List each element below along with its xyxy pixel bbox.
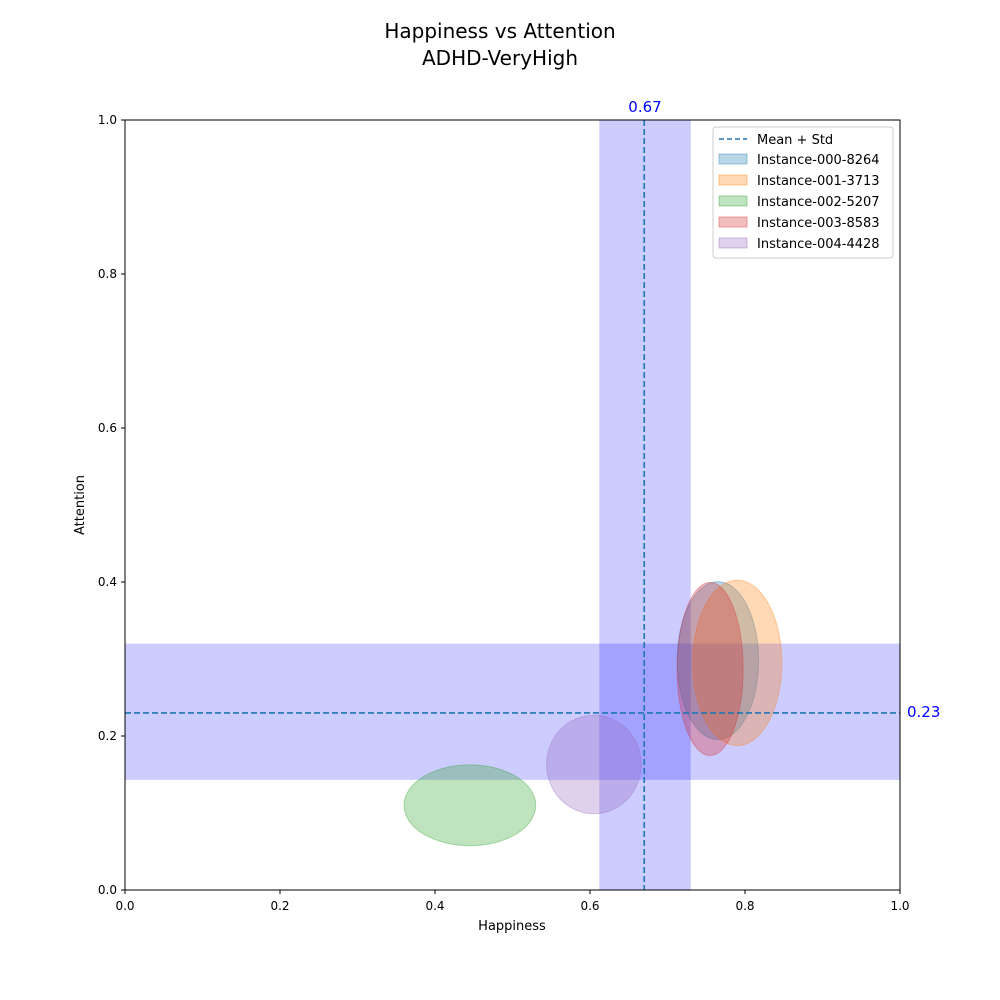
legend-label-2: Instance-002-5207 [757,195,880,210]
instance-ellipse-0 [676,581,760,740]
x-tick-label: 0.0 [115,899,134,913]
instance-ellipse-3 [676,581,744,757]
legend-swatch-4 [718,237,748,249]
y-axis-label: Attention [73,475,88,535]
y-tick-label: 0.4 [98,575,117,589]
y-ticks: 0.0 0.2 0.4 0.6 0.8 1.0 [98,113,125,897]
x-tick-label: 0.8 [735,899,754,913]
std-band-y [125,643,900,780]
x-tick-label: 0.6 [580,899,599,913]
instance-ellipse-4 [546,714,642,815]
legend-box [712,126,894,259]
x-ticks: 0.0 0.2 0.4 0.6 0.8 1.0 [115,890,910,913]
legend: Mean + Std Instance-000-8264 Instance-001… [712,126,894,259]
legend-mean-label: Mean + Std [757,133,833,148]
x-tick-label: 1.0 [890,899,909,913]
legend-swatch-1 [718,174,748,186]
instance-ellipse-2 [403,764,537,847]
legend-swatch-2 [718,195,748,207]
legend-label-4: Instance-004-4428 [757,237,880,252]
mean-x-annotation: 0.67 [628,98,661,116]
instance-ellipse-1 [692,579,783,747]
x-axis-label: Happiness [478,919,546,934]
y-tick-label: 1.0 [98,113,117,127]
x-tick-label: 0.4 [425,899,444,913]
mean-y-annotation: 0.23 [907,703,940,721]
legend-label-1: Instance-001-3713 [757,174,880,189]
legend-swatch-3 [718,216,748,228]
y-tick-label: 0.2 [98,729,117,743]
legend-label-0: Instance-000-8264 [757,153,880,168]
plot-frame [124,119,901,891]
y-tick-label: 0.8 [98,267,117,281]
legend-items: Instance-000-8264 Instance-001-3713 Instan… [718,153,880,252]
chart-subtitle: ADHD-VeryHigh [422,46,578,70]
mean-lines [125,120,900,890]
y-tick-label: 0.6 [98,421,117,435]
instance-ellipses [403,579,783,847]
y-tick-label: 0.0 [98,883,117,897]
x-tick-label: 0.2 [270,899,289,913]
chart-title: Happiness vs Attention [384,19,615,43]
legend-label-3: Instance-003-8583 [757,216,880,231]
legend-swatch-0 [718,153,748,165]
